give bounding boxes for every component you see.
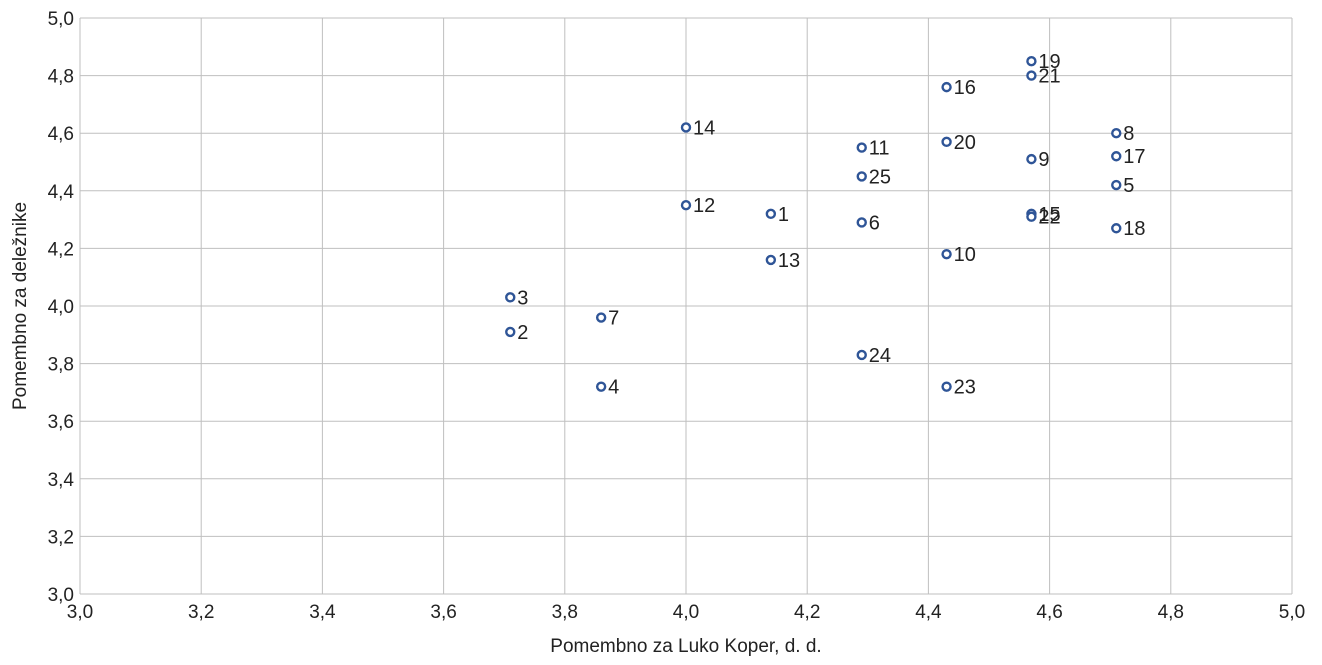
y-tick-label: 3,0: [48, 585, 74, 606]
data-point-label: 8: [1123, 123, 1134, 145]
data-point: [765, 254, 777, 266]
y-tick-label: 4,2: [48, 239, 74, 260]
data-point-label: 24: [869, 345, 891, 367]
data-point-label: 10: [954, 244, 976, 266]
data-point: [856, 349, 867, 361]
data-point-label: 9: [1038, 149, 1049, 171]
y-tick-label: 4,8: [48, 67, 74, 88]
tick-labels: 3,0 3,2 3,4 3,6 3,8 4,0 4,2 4,4 4,6 4,8 5,0 3,0 3,2 3…: [48, 9, 1306, 623]
data-points: 1234567891011121314151617181920212223242…: [505, 51, 1146, 399]
data-point-label: 20: [954, 132, 976, 154]
x-tick-label: 3,4: [309, 602, 336, 623]
data-point-label: 23: [954, 377, 976, 399]
x-axis-title: Pomembno za Luko Koper, d. d.: [550, 636, 821, 657]
data-point-label: 3: [517, 287, 528, 309]
y-tick-label: 3,6: [48, 412, 74, 433]
data-point-label: 19: [1038, 51, 1060, 73]
y-tick-label: 5,0: [48, 9, 74, 30]
data-point: [1026, 153, 1037, 165]
data-point: [941, 81, 952, 93]
data-point: [595, 312, 607, 323]
data-point: [1111, 127, 1122, 139]
x-tick-label: 4,4: [915, 602, 942, 623]
data-point: [1026, 70, 1037, 81]
data-point: [1111, 223, 1122, 234]
data-point: [941, 248, 952, 260]
data-point-label: 12: [693, 195, 715, 217]
data-point: [1026, 211, 1037, 222]
x-tick-label: 3,8: [552, 602, 578, 623]
data-point: [1111, 179, 1122, 191]
data-point-label: 16: [954, 77, 976, 99]
data-point-label: 14: [693, 117, 715, 139]
data-point: [765, 208, 777, 220]
y-tick-label: 4,6: [48, 124, 74, 145]
x-tick-label: 4,0: [673, 602, 699, 623]
y-tick-label: 4,4: [48, 182, 75, 203]
x-tick-label: 4,6: [1036, 602, 1062, 623]
data-point-label: 13: [778, 250, 800, 272]
data-point-label: 6: [869, 212, 880, 234]
x-tick-label: 3,6: [430, 602, 456, 623]
data-point-label: 2: [517, 322, 528, 344]
data-point: [505, 326, 516, 338]
data-point-label: 5: [1123, 175, 1134, 197]
data-point: [941, 136, 952, 148]
data-point-label: 11: [869, 138, 890, 160]
y-tick-label: 4,0: [48, 297, 74, 318]
grid-layer: [79, 17, 1293, 595]
x-tick-label: 5,0: [1279, 602, 1305, 623]
data-point: [680, 122, 692, 133]
data-point: [941, 381, 952, 392]
data-point: [1026, 56, 1037, 67]
data-point: [505, 292, 516, 303]
y-tick-label: 3,2: [48, 527, 74, 548]
x-tick-label: 4,2: [794, 602, 820, 623]
data-point: [1111, 151, 1122, 162]
x-tick-label: 4,8: [1158, 602, 1184, 623]
y-tick-label: 3,4: [48, 470, 75, 491]
x-tick-label: 3,2: [188, 602, 214, 623]
data-point-label: 7: [608, 308, 619, 330]
data-point-label: 18: [1123, 218, 1145, 240]
data-point: [680, 199, 692, 211]
data-point-label: 1: [778, 204, 789, 226]
data-point-label: 15: [1038, 204, 1060, 226]
data-point-label: 21: [1038, 66, 1060, 88]
data-point: [856, 217, 867, 228]
data-point-label: 4: [608, 377, 619, 399]
data-point: [595, 381, 607, 392]
y-axis-title: Pomembno za deležnike: [10, 202, 31, 410]
data-point: [856, 142, 867, 153]
data-point-label: 22: [1038, 207, 1060, 229]
y-tick-label: 3,8: [48, 355, 74, 376]
data-point-label: 17: [1123, 146, 1145, 168]
data-point-label: 25: [869, 166, 891, 188]
x-tick-label: 3,0: [67, 602, 93, 623]
data-point: [856, 171, 867, 182]
